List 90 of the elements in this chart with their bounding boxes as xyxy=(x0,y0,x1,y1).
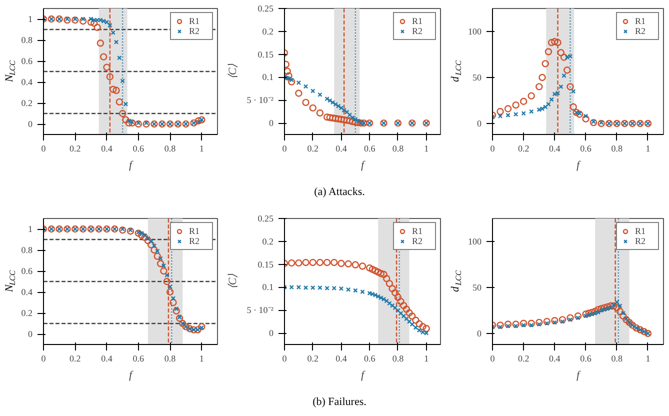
y-axis-title: dLCC xyxy=(450,270,463,292)
y-tick-label: 1 xyxy=(28,224,32,234)
y-tick-label: 0.15 xyxy=(258,49,274,60)
y-tick-label: 0.6 xyxy=(21,266,33,276)
y-tick-label: 0.8 xyxy=(21,35,33,45)
x-tick-label: 1 xyxy=(199,144,204,154)
x-tick-label: 1 xyxy=(646,354,650,364)
x-tick-label: 0.6 xyxy=(580,354,592,364)
y-tick-label: 0.25 xyxy=(258,4,274,14)
text: (b) Failures. xyxy=(312,395,366,410)
legend-label: R1 xyxy=(412,16,424,26)
text: (a) Attacks. xyxy=(314,185,365,200)
x-tick-label: 0 xyxy=(282,144,288,154)
x-tick-label: 0.2 xyxy=(70,354,81,364)
y-tick-label: 0.2 xyxy=(262,236,274,246)
x-tick-label: 0.8 xyxy=(392,144,404,154)
legend-label: R2 xyxy=(635,26,647,36)
legend-label: R2 xyxy=(635,236,647,246)
legend-label: R1 xyxy=(635,16,647,26)
x-tick-label: 1 xyxy=(646,144,650,154)
x-tick-label: 0.6 xyxy=(364,144,376,154)
x-axis-title: f xyxy=(128,370,134,382)
legend-label: R2 xyxy=(412,236,424,246)
x-tick-label: 0.2 xyxy=(70,144,81,154)
x-axis-title: f xyxy=(576,370,582,382)
y-tick-label: 0.2 xyxy=(21,98,32,108)
x-axis-title: f xyxy=(360,160,366,172)
y-tick-label: 0.25 xyxy=(258,214,274,224)
y-tick-label: 1 xyxy=(28,14,32,24)
y-tick-label: 0.8 xyxy=(21,245,33,255)
x-tick-label: 0 xyxy=(41,144,46,154)
y-tick-label: 0.15 xyxy=(258,259,274,270)
x-tick-label: 0.8 xyxy=(164,144,176,154)
y-tick-label: 0.2 xyxy=(262,26,274,36)
y-tick-label: 0 xyxy=(269,328,274,338)
x-axis-title: f xyxy=(360,370,366,382)
x-tick-label: 0.2 xyxy=(307,144,318,154)
y-axis-title: ⟨C⟩ xyxy=(226,62,239,80)
x-tick-label: 0 xyxy=(490,354,496,364)
x-tick-label: 0.4 xyxy=(101,354,113,364)
y-tick-label: 0.1 xyxy=(262,282,274,292)
y-tick-label: 50 xyxy=(472,72,482,82)
x-tick-label: 0.4 xyxy=(101,144,113,154)
y-tick-label: 5 · 10⁻² xyxy=(246,95,274,106)
x-tick-label: 0.6 xyxy=(132,354,145,364)
x-axis-title: f xyxy=(576,160,582,172)
x-tick-label: 0.6 xyxy=(580,144,592,154)
y-tick-label: 100 xyxy=(468,236,482,246)
y-tick-label: 0 xyxy=(477,118,482,128)
x-tick-label: 0 xyxy=(282,354,288,364)
x-tick-label: 0.6 xyxy=(132,144,145,154)
x-tick-label: 0.4 xyxy=(336,144,348,154)
x-tick-label: 0.8 xyxy=(392,354,404,364)
x-tick-label: 0.8 xyxy=(611,354,623,364)
x-tick-label: 0.2 xyxy=(307,354,318,364)
legend-label: R1 xyxy=(189,226,201,236)
y-tick-label: 0 xyxy=(269,118,274,128)
y-tick-label: 0.2 xyxy=(21,308,32,318)
legend-label: R1 xyxy=(635,226,647,236)
x-tick-label: 0 xyxy=(490,144,496,154)
y-tick-label: 0 xyxy=(477,328,482,338)
y-tick-label: 0.4 xyxy=(21,77,33,87)
x-tick-label: 0.8 xyxy=(611,144,623,154)
legend-label: R2 xyxy=(189,26,201,36)
x-tick-label: 1 xyxy=(424,354,429,364)
x-tick-label: 0 xyxy=(41,354,46,364)
x-tick-label: 0.4 xyxy=(549,354,561,364)
legend-label: R2 xyxy=(189,236,201,246)
y-tick-label: 0 xyxy=(28,119,33,129)
legend-label: R1 xyxy=(412,226,424,236)
y-tick-label: 5 · 10⁻² xyxy=(246,305,274,316)
x-tick-label: 0.2 xyxy=(518,354,530,364)
y-tick-label: 0.1 xyxy=(262,72,274,82)
y-tick-label: 0.6 xyxy=(21,56,33,66)
y-tick-label: 100 xyxy=(468,26,482,36)
x-tick-label: 1 xyxy=(424,144,429,154)
y-axis-title: dLCC xyxy=(450,60,463,82)
x-tick-label: 0.4 xyxy=(336,354,348,364)
legend-label: R1 xyxy=(189,16,201,26)
x-tick-label: 0.4 xyxy=(549,144,561,154)
legend-label: R2 xyxy=(412,26,424,36)
y-tick-label: 50 xyxy=(472,282,482,292)
x-tick-label: 0.6 xyxy=(364,354,376,364)
x-tick-label: 0.8 xyxy=(164,354,176,364)
x-tick-label: 0.2 xyxy=(518,144,530,154)
x-tick-label: 1 xyxy=(199,354,204,364)
x-axis-title: f xyxy=(128,160,134,172)
y-axis-title: ⟨C⟩ xyxy=(226,272,239,290)
y-tick-label: 0.4 xyxy=(21,287,33,297)
y-tick-label: 0 xyxy=(28,329,33,339)
